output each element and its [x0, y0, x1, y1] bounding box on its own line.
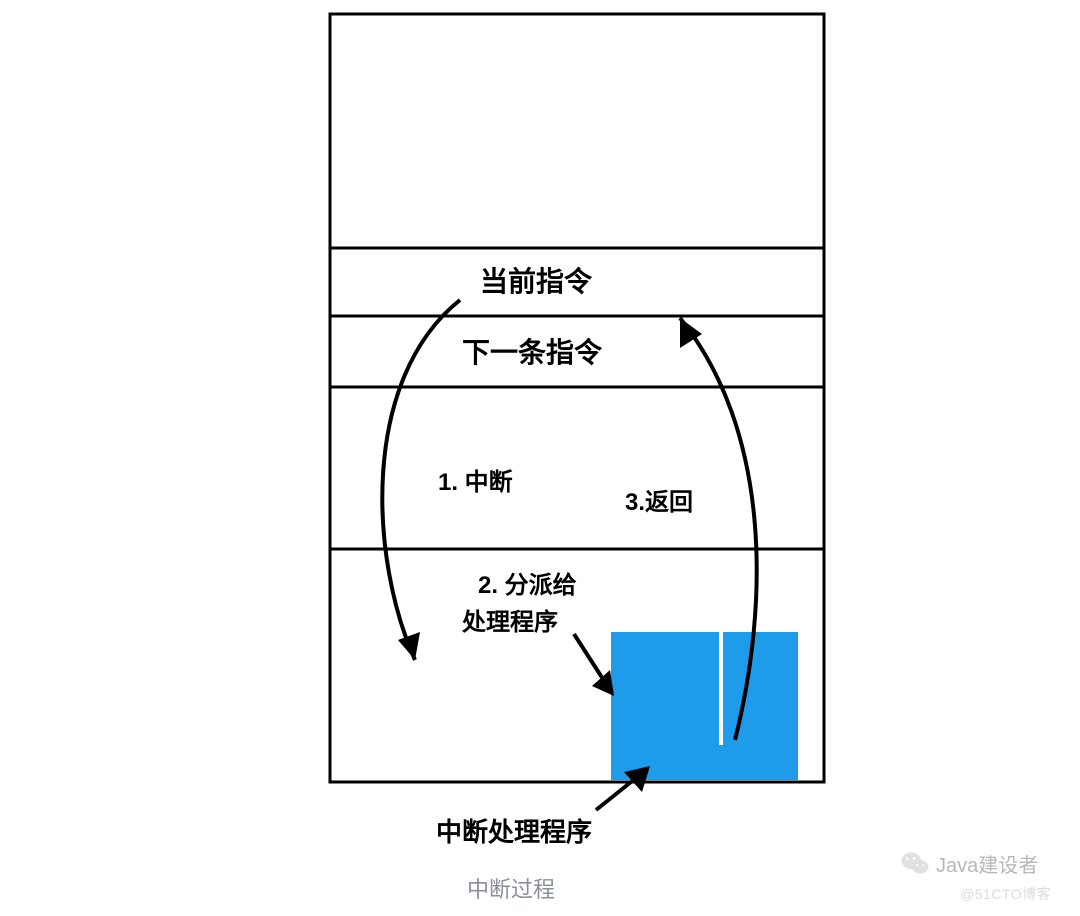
- diagram-svg: [0, 0, 1080, 916]
- step-label-dispatch-2: 处理程序: [462, 602, 558, 637]
- step-label-dispatch-1: 2. 分派给: [478, 565, 577, 600]
- diagram-stage: 当前指令 下一条指令 1. 中断 3.返回 2. 分派给 处理程序 中断处理程序…: [0, 0, 1080, 916]
- interrupt-arrow-head: [398, 632, 420, 660]
- dispatch-arrow-head: [592, 670, 614, 696]
- wechat-badge: Java建设者: [900, 848, 1038, 878]
- watermark-text: @51CTO博客: [960, 884, 1051, 904]
- wechat-badge-text: Java建设者: [936, 849, 1038, 878]
- row-label-next: 下一条指令: [462, 331, 602, 371]
- wechat-icon: [900, 848, 930, 878]
- step-label-interrupt: 1. 中断: [438, 462, 513, 497]
- row-label-current: 当前指令: [480, 260, 592, 300]
- bottom-label-handler: 中断处理程序: [436, 812, 592, 849]
- step-label-return: 3.返回: [625, 482, 693, 517]
- handler-block: [611, 632, 798, 780]
- figure-caption: 中断过程: [467, 872, 555, 904]
